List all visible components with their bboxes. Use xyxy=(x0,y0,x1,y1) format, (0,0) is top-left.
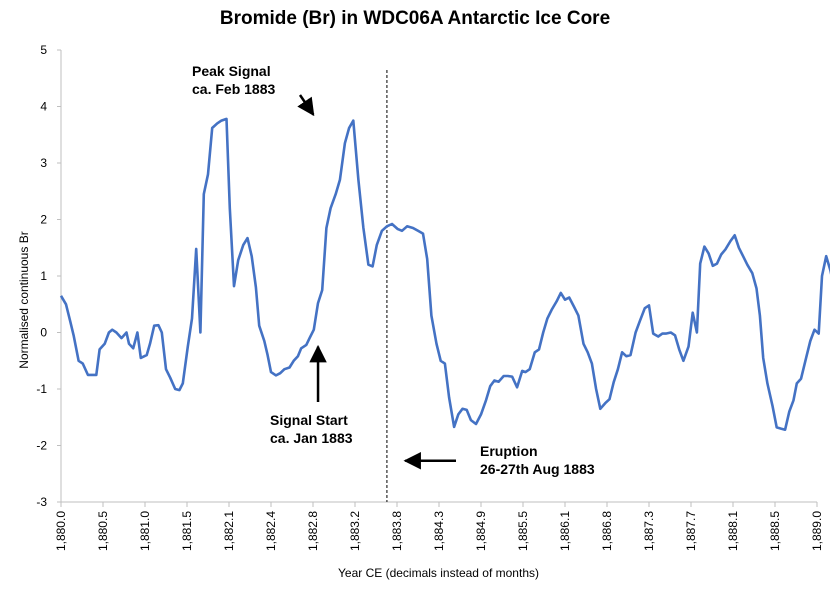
x-tick-label: 1,888.1 xyxy=(726,511,740,551)
signal-start-date: ca. Jan 1883 xyxy=(270,430,353,446)
x-tick-label: 1,882.4 xyxy=(264,511,278,551)
x-tick-label: 1,881.5 xyxy=(180,511,194,551)
eruption-date: 26-27th Aug 1883 xyxy=(480,461,595,477)
y-tick-label: 1 xyxy=(40,269,47,283)
signal-start-label: Signal Start xyxy=(270,412,348,428)
x-tick-label: 1,882.1 xyxy=(222,511,236,551)
x-axis-title: Year CE (decimals instead of months) xyxy=(338,566,539,580)
x-tick-label: 1,884.9 xyxy=(474,511,488,551)
y-tick-label: -3 xyxy=(36,495,47,509)
x-tick-label: 1,887.7 xyxy=(684,511,698,551)
y-tick-label: 3 xyxy=(40,156,47,170)
y-axis-title: Normalised continuous Br xyxy=(17,231,31,369)
eruption-label: Eruption xyxy=(480,443,538,459)
y-tick-label: 4 xyxy=(40,100,47,114)
x-tick-label: 1,883.2 xyxy=(348,511,362,551)
x-tick-labels: 1,880.0 1,880.5 1,881.0 1,881.5 1,882.1 1,882… xyxy=(54,502,824,551)
x-tick-label: 1,880.5 xyxy=(96,511,110,551)
x-tick-label: 1,886.8 xyxy=(600,511,614,551)
x-tick-label: 1,883.8 xyxy=(390,511,404,551)
peak-signal-arrow xyxy=(297,94,315,117)
x-tick-label: 1,881.0 xyxy=(138,511,152,551)
x-tick-label: 1,888.5 xyxy=(768,511,782,551)
eruption-annotation: Eruption 26-27th Aug 1883 xyxy=(480,442,595,478)
y-tick-label: 0 xyxy=(40,326,47,340)
chart-title: Bromide (Br) in WDC06A Antarctic Ice Cor… xyxy=(219,8,611,29)
y-tick-label: -1 xyxy=(36,382,47,396)
y-tick-label: -2 xyxy=(36,439,47,453)
x-tick-label: 1,889.0 xyxy=(810,511,824,551)
x-tick-label: 1,885.5 xyxy=(516,511,530,551)
x-tick-label: 1,886.1 xyxy=(558,511,572,551)
y-tick-label: 2 xyxy=(40,213,47,227)
x-tick-label: 1,884.3 xyxy=(432,511,446,551)
x-tick-label: 1,882.8 xyxy=(306,511,320,551)
y-tick-label: 5 xyxy=(40,43,47,57)
x-tick-label: 1,887.3 xyxy=(642,511,656,551)
peak-signal-annotation: Peak Signal ca. Feb 1883 xyxy=(192,62,275,98)
peak-signal-label: Peak Signal xyxy=(192,63,271,79)
y-tick-labels: 5 4 3 2 1 0 -1 -2 -3 xyxy=(36,43,61,509)
signal-start-annotation: Signal Start ca. Jan 1883 xyxy=(270,411,353,447)
x-tick-label: 1,880.0 xyxy=(54,511,68,551)
peak-signal-date: ca. Feb 1883 xyxy=(192,81,276,97)
y-axis-title-wrap: Normalised continuous Br xyxy=(14,200,34,400)
series-line-bromide xyxy=(59,117,830,431)
